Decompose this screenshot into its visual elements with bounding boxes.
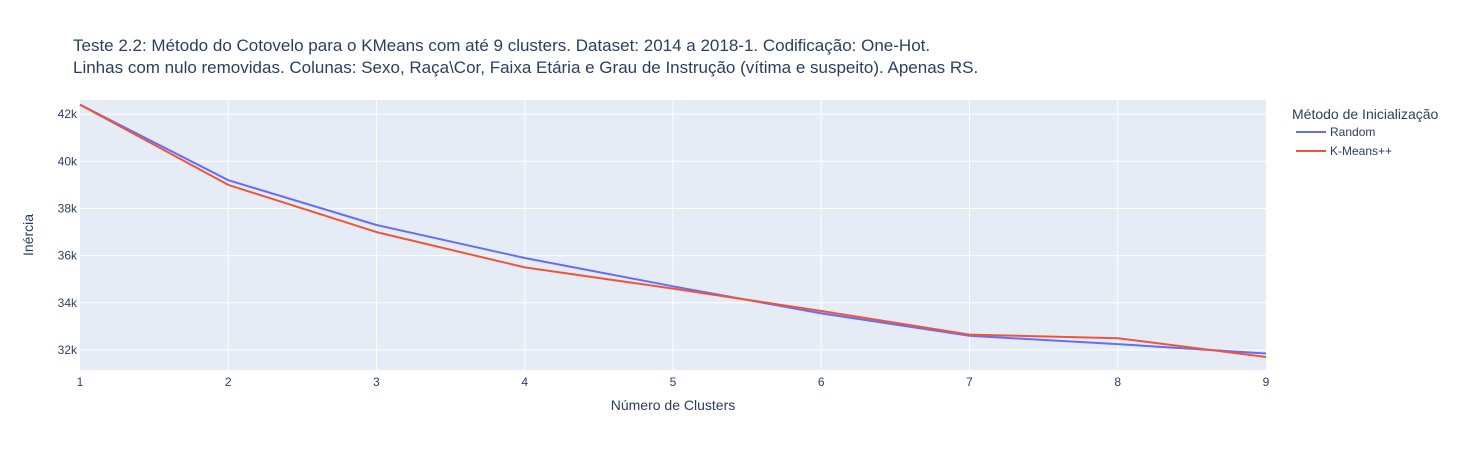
y-tick-label: 42k bbox=[58, 107, 78, 121]
x-tick-labels: 1 2 3 4 5 6 7 8 9 bbox=[77, 375, 1270, 389]
y-tick-labels: 32k 34k 36k 38k 40k 42k bbox=[58, 107, 78, 357]
legend: Método de Inicialização Random K-Means++ bbox=[1292, 106, 1439, 158]
y-tick-label: 36k bbox=[58, 249, 78, 263]
x-tick-label: 6 bbox=[818, 375, 825, 389]
legend-label-random: Random bbox=[1330, 125, 1375, 139]
y-tick-label: 40k bbox=[58, 154, 78, 168]
x-tick-label: 7 bbox=[966, 375, 973, 389]
legend-title: Método de Inicialização bbox=[1292, 106, 1439, 122]
x-tick-label: 2 bbox=[225, 375, 232, 389]
x-tick-label: 1 bbox=[77, 375, 84, 389]
y-tick-label: 38k bbox=[58, 201, 78, 215]
series-line-k-means- bbox=[79, 103, 1267, 358]
grid-layer bbox=[80, 100, 1266, 370]
y-tick-label: 34k bbox=[58, 296, 78, 310]
x-tick-label: 9 bbox=[1263, 375, 1270, 389]
x-tick-label: 4 bbox=[521, 375, 528, 389]
y-tick-label: 32k bbox=[58, 343, 78, 357]
x-axis-title: Número de Clusters bbox=[611, 397, 736, 413]
chart-title-line-1: Teste 2.2: Método do Cotovelo para o KMe… bbox=[73, 36, 930, 55]
chart-title-line-2: Linhas com nulo removidas. Colunas: Sexo… bbox=[73, 58, 978, 77]
series-line-random bbox=[79, 103, 1267, 355]
y-axis-title: Inércia bbox=[20, 214, 36, 256]
x-tick-label: 3 bbox=[373, 375, 380, 389]
x-tick-label: 5 bbox=[670, 375, 677, 389]
series-layer bbox=[79, 103, 1267, 358]
legend-label-k-means-: K-Means++ bbox=[1330, 144, 1392, 158]
x-tick-label: 8 bbox=[1114, 375, 1121, 389]
